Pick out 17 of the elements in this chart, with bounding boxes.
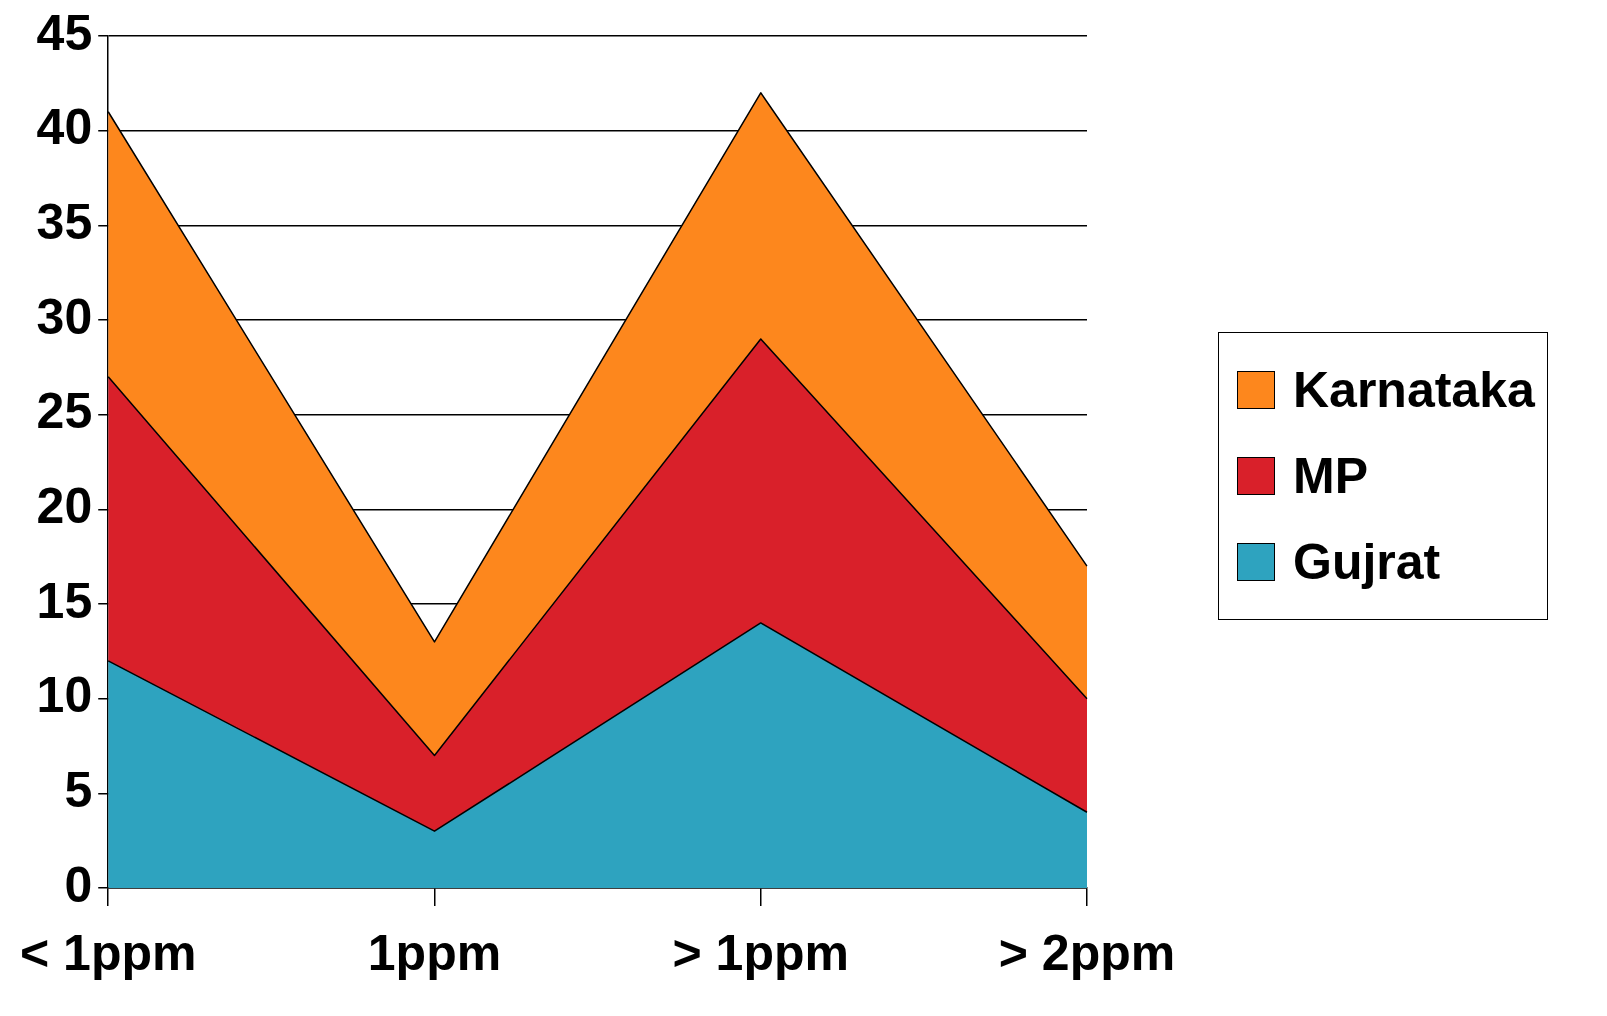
x-tick-label: > 2ppm (998, 924, 1176, 981)
y-tick-label: 10 (36, 667, 93, 724)
x-tick-label: 1ppm (367, 924, 502, 981)
legend-label: Gujrat (1293, 533, 1441, 591)
y-tick-label: 20 (36, 478, 93, 535)
y-tick-label: 25 (36, 383, 93, 440)
y-tick-label: 45 (36, 4, 93, 61)
x-tick-label: > 1ppm (672, 924, 849, 981)
x-tick-label: < 1ppm (19, 924, 197, 981)
y-tick-label: 5 (64, 762, 93, 819)
y-tick-label: 35 (36, 194, 93, 251)
legend-label: MP (1293, 447, 1368, 505)
y-tick-label: 15 (36, 572, 93, 629)
y-tick-label: 40 (36, 99, 93, 156)
legend-label: Karnataka (1293, 361, 1535, 419)
y-tick-label: 0 (64, 856, 93, 913)
y-tick-label: 30 (36, 288, 93, 345)
